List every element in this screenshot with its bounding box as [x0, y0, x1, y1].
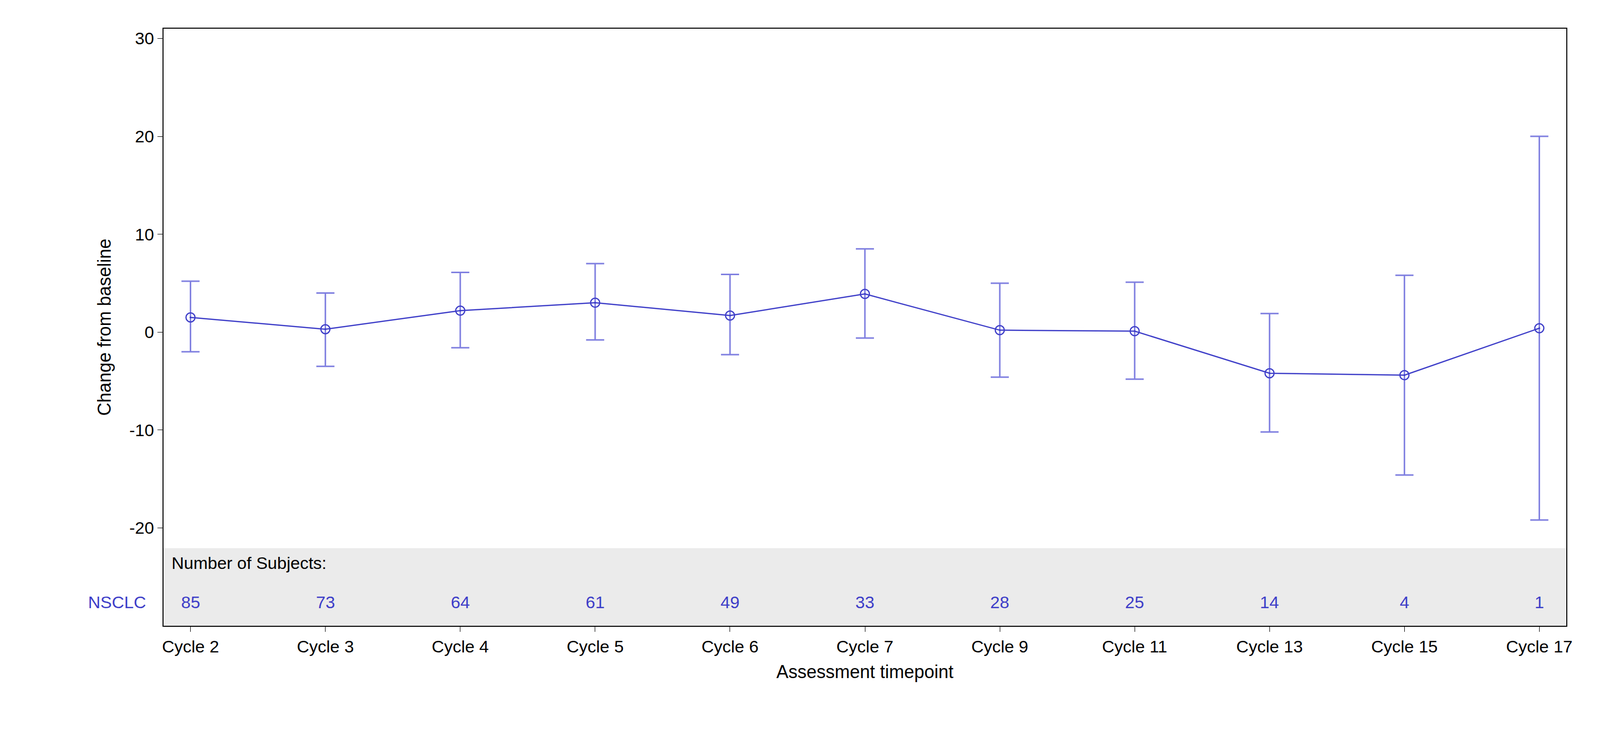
- svg-text:Cycle 13: Cycle 13: [1236, 636, 1303, 657]
- svg-text:0: 0: [144, 322, 154, 342]
- svg-text:Cycle 11: Cycle 11: [1101, 636, 1168, 657]
- svg-text:Assessment timepoint: Assessment timepoint: [776, 661, 954, 683]
- svg-text:30: 30: [134, 28, 154, 48]
- svg-text:Cycle 5: Cycle 5: [566, 636, 624, 657]
- svg-text:64: 64: [450, 592, 470, 612]
- svg-text:-20: -20: [129, 518, 154, 538]
- svg-text:Cycle 15: Cycle 15: [1371, 636, 1438, 657]
- svg-text:33: 33: [855, 592, 875, 612]
- svg-text:Change from baseline: Change from baseline: [94, 238, 115, 416]
- svg-text:4: 4: [1399, 592, 1410, 612]
- svg-text:Cycle 7: Cycle 7: [836, 636, 894, 657]
- svg-text:10: 10: [134, 224, 154, 245]
- svg-text:-10: -10: [129, 420, 154, 440]
- svg-text:14: 14: [1259, 592, 1279, 612]
- svg-text:85: 85: [181, 592, 201, 612]
- svg-text:NSCLC: NSCLC: [88, 592, 146, 612]
- svg-text:25: 25: [1125, 592, 1145, 612]
- svg-text:1: 1: [1534, 592, 1545, 612]
- svg-text:49: 49: [720, 592, 740, 612]
- svg-text:Number of Subjects:: Number of Subjects:: [171, 553, 327, 573]
- svg-text:73: 73: [315, 592, 336, 612]
- svg-text:Cycle 9: Cycle 9: [971, 636, 1028, 657]
- svg-text:Cycle 3: Cycle 3: [296, 636, 354, 657]
- svg-text:Cycle 4: Cycle 4: [431, 636, 489, 657]
- svg-text:20: 20: [134, 126, 154, 146]
- svg-text:61: 61: [585, 592, 605, 612]
- svg-text:Cycle 17: Cycle 17: [1505, 636, 1573, 657]
- svg-text:28: 28: [990, 592, 1010, 612]
- svg-text:Cycle 2: Cycle 2: [162, 636, 219, 657]
- svg-text:Cycle 6: Cycle 6: [701, 636, 759, 657]
